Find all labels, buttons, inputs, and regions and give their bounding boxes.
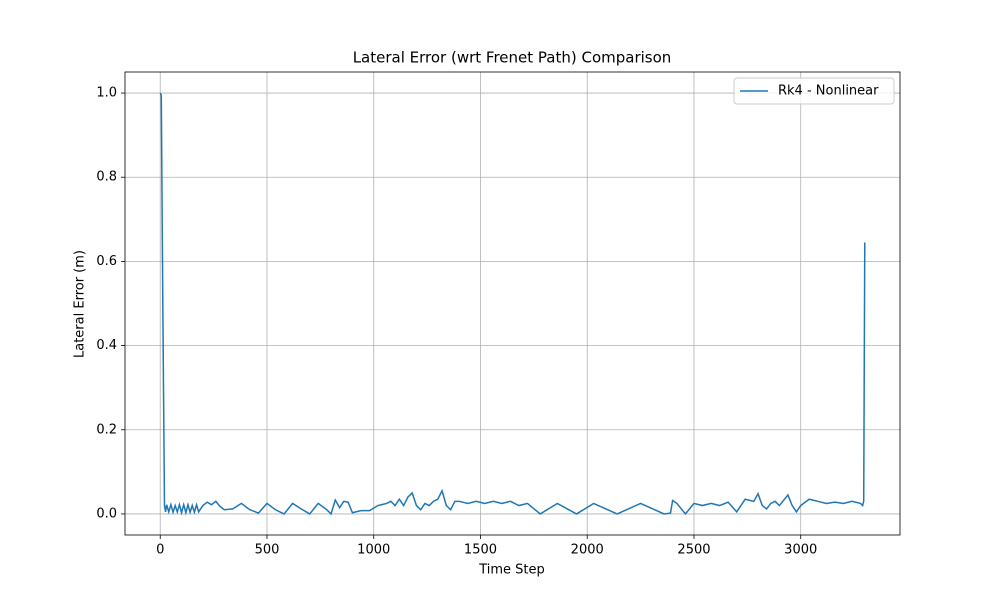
x-tick-label: 2500 — [677, 543, 710, 558]
plot-frame — [124, 71, 901, 536]
x-tick-label: 1000 — [357, 543, 390, 558]
legend-box — [733, 77, 895, 105]
x-tick-label: 3000 — [784, 543, 817, 558]
legend-label: Rk4 - Nonlinear — [778, 84, 879, 99]
data-line — [159, 92, 866, 516]
chart-title: Lateral Error (wrt Frenet Path) Comparis… — [353, 49, 672, 67]
x-tick-label: 1500 — [464, 543, 497, 558]
x-tick-label: 500 — [255, 543, 280, 558]
y-tick-label: 0.2 — [96, 422, 117, 437]
y-tick-label: 1.0 — [96, 86, 117, 101]
x-axis-label: Time Step — [478, 563, 545, 578]
y-axis-label: Lateral Error (m) — [73, 250, 88, 358]
y-tick-label: 0.0 — [96, 506, 117, 521]
x-tick-label: 0 — [156, 543, 164, 558]
y-tick-label: 0.4 — [96, 338, 117, 353]
y-tick-label: 0.6 — [96, 254, 117, 269]
y-tick-label: 0.8 — [96, 170, 117, 185]
x-tick-label: 2000 — [571, 543, 604, 558]
